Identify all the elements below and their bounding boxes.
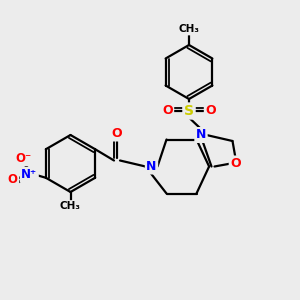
Text: CH₃: CH₃ (178, 24, 200, 34)
Text: O⁻: O⁻ (15, 152, 32, 165)
Text: O: O (8, 173, 18, 186)
Text: N: N (196, 128, 206, 142)
Text: CH₃: CH₃ (60, 201, 81, 212)
Text: O: O (205, 104, 216, 118)
Text: S: S (184, 104, 194, 118)
Text: N: N (146, 160, 157, 173)
Text: O: O (112, 127, 122, 140)
Text: O: O (162, 104, 173, 118)
Text: N⁺: N⁺ (21, 168, 38, 181)
Text: O: O (230, 157, 241, 170)
